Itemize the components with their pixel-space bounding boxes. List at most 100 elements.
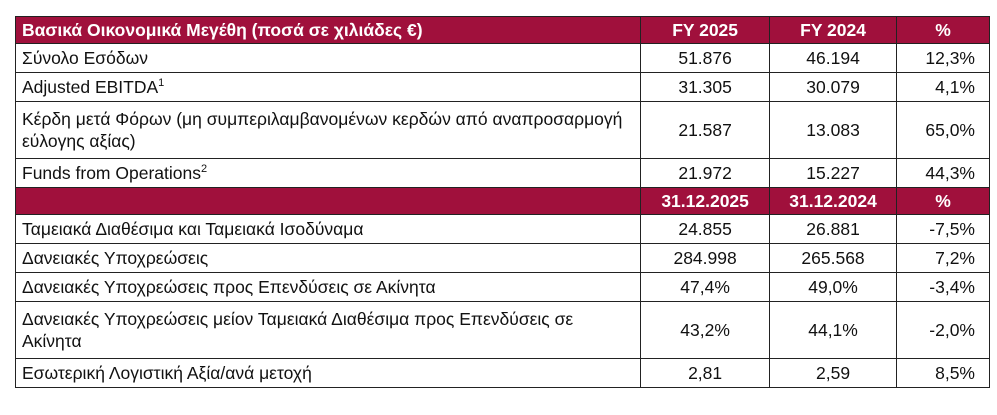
row-change-pct-text: 4,1% [935,77,975,97]
row-value-current-text: 24.855 [678,219,732,239]
row-label: Κέρδη μετά Φόρων (μη συμπεριλαμβανομένων… [14,101,642,159]
row-change-pct: 65,0% [896,101,990,159]
row-value-current: 2,81 [640,358,771,388]
row-value-current-text: 47,4% [680,277,730,297]
footnote-marker: 2 [200,163,208,176]
row-value-previous-text: 46.194 [806,48,860,68]
table-row: Κέρδη μετά Φόρων (μη συμπεριλαμβανομένων… [14,101,990,159]
row-value-current: 24.855 [640,214,771,244]
row-value-previous: 265.568 [769,243,898,273]
row-value-current-text: 21.587 [678,120,732,140]
row-label-text: Adjusted EBITDA [22,77,159,97]
row-change-pct: -3,4% [896,272,990,302]
row-value-previous-text: 44,1% [808,320,858,340]
header-pct: % [896,187,990,215]
row-label-text: Εσωτερική Λογιστική Αξία/ανά μετοχή [22,363,312,383]
header-label-text: Βασικά Οικονομικά Μεγέθη (ποσά σε χιλιάδ… [22,20,423,40]
row-label: Δανειακές Υποχρεώσεις προς Επενδύσεις σε… [14,272,642,302]
table-row: Δανειακές Υποχρεώσεις μείον Ταμειακά Δια… [14,301,990,359]
header-col1: FY 2025 [640,16,771,44]
table-row: Δανειακές Υποχρεώσεις προς Επενδύσεις σε… [14,272,990,302]
financial-summary-table: Βασικά Οικονομικά Μεγέθη (ποσά σε χιλιάδ… [14,16,990,388]
row-label: Adjusted EBITDA1 [14,72,642,102]
row-value-current-text: 43,2% [680,320,730,340]
row-value-previous: 44,1% [769,301,898,359]
table-row: Funds from Operations2 21.972 15.227 44,3% [14,158,990,188]
header-label: Βασικά Οικονομικά Μεγέθη (ποσά σε χιλιάδ… [14,16,642,44]
row-value-previous: 26.881 [769,214,898,244]
row-value-previous-text: 30.079 [806,77,860,97]
row-value-previous: 30.079 [769,72,898,102]
row-change-pct-text: 8,5% [935,363,975,383]
header-pct-text: % [935,191,951,211]
header-col1-text: 31.12.2025 [661,191,749,211]
row-label-text: Δανειακές Υποχρεώσεις μείον Ταμειακά Δια… [22,309,574,351]
row-change-pct: 8,5% [896,358,990,388]
row-value-previous-text: 15.227 [806,163,860,183]
table-row: Ταμειακά Διαθέσιμα και Ταμειακά Ισοδύναμ… [14,214,990,244]
header-pct-text: % [935,20,951,40]
row-value-current-text: 284.998 [673,248,737,268]
header-col2: FY 2024 [769,16,898,44]
row-change-pct: 7,2% [896,243,990,273]
header-col2-text: FY 2024 [800,20,866,40]
row-value-current-text: 21.972 [678,163,732,183]
row-value-previous: 15.227 [769,158,898,188]
row-value-current: 21.587 [640,101,771,159]
row-label-text: Δανειακές Υποχρεώσεις [22,248,209,268]
row-value-current: 51.876 [640,43,771,73]
row-value-current: 21.972 [640,158,771,188]
row-value-current: 43,2% [640,301,771,359]
row-label: Funds from Operations2 [14,158,642,188]
header-col2-text: 31.12.2024 [789,191,877,211]
table-row: Δανειακές Υποχρεώσεις 284.998 265.568 7,2% [14,243,990,273]
row-label: Σύνολο Εσόδων [14,43,642,73]
row-change-pct-text: 12,3% [925,48,975,68]
row-value-current-text: 51.876 [678,48,732,68]
row-value-previous-text: 13.083 [806,120,860,140]
header-col1: 31.12.2025 [640,187,771,215]
row-label-text: Δανειακές Υποχρεώσεις προς Επενδύσεις σε… [22,277,436,297]
row-value-previous-text: 26.881 [806,219,860,239]
row-value-previous: 2,59 [769,358,898,388]
row-value-current-text: 2,81 [688,363,723,383]
row-value-current: 284.998 [640,243,771,273]
row-label: Εσωτερική Λογιστική Αξία/ανά μετοχή [14,358,642,388]
row-value-current: 47,4% [640,272,771,302]
footnote-marker: 1 [158,77,165,90]
header-label [14,187,642,215]
row-label: Δανειακές Υποχρεώσεις [14,243,642,273]
row-value-current-text: 31.305 [678,77,732,97]
row-change-pct-text: 7,2% [935,248,975,268]
row-label-text: Σύνολο Εσόδων [22,48,148,68]
table-row: Εσωτερική Λογιστική Αξία/ανά μετοχή 2,81 2… [14,358,990,388]
table-row: Adjusted EBITDA1 31.305 30.079 4,1% [14,72,990,102]
row-value-previous: 46.194 [769,43,898,73]
row-change-pct: -2,0% [896,301,990,359]
row-change-pct-text: 44,3% [925,163,975,183]
row-value-previous: 49,0% [769,272,898,302]
row-change-pct: 4,1% [896,72,990,102]
row-change-pct: -7,5% [896,214,990,244]
table-header-row: 31.12.2025 31.12.2024% [14,187,990,215]
row-label-text: Funds from Operations [22,163,201,183]
row-value-previous-text: 2,59 [816,363,851,383]
table-row: Σύνολο Εσόδων 51.876 46.194 12,3% [14,43,990,73]
row-change-pct-text: -2,0% [929,320,975,340]
row-change-pct: 44,3% [896,158,990,188]
row-value-previous-text: 265.568 [801,248,865,268]
row-value-previous-text: 49,0% [808,277,858,297]
row-change-pct-text: 65,0% [925,120,975,140]
row-change-pct-text: -3,4% [929,277,975,297]
row-label: Ταμειακά Διαθέσιμα και Ταμειακά Ισοδύναμ… [14,214,642,244]
table-header-row: Βασικά Οικονομικά Μεγέθη (ποσά σε χιλιάδ… [14,16,990,44]
row-value-current: 31.305 [640,72,771,102]
header-col1-text: FY 2025 [672,20,739,40]
row-label-text: Κέρδη μετά Φόρων (μη συμπεριλαμβανομένων… [22,109,623,151]
header-pct: % [896,16,990,44]
row-label: Δανειακές Υποχρεώσεις μείον Ταμειακά Δια… [14,301,642,359]
row-change-pct-text: -7,5% [929,219,975,239]
row-label-text: Ταμειακά Διαθέσιμα και Ταμειακά Ισοδύναμ… [22,219,364,239]
row-change-pct: 12,3% [896,43,990,73]
header-col2: 31.12.2024 [769,187,898,215]
